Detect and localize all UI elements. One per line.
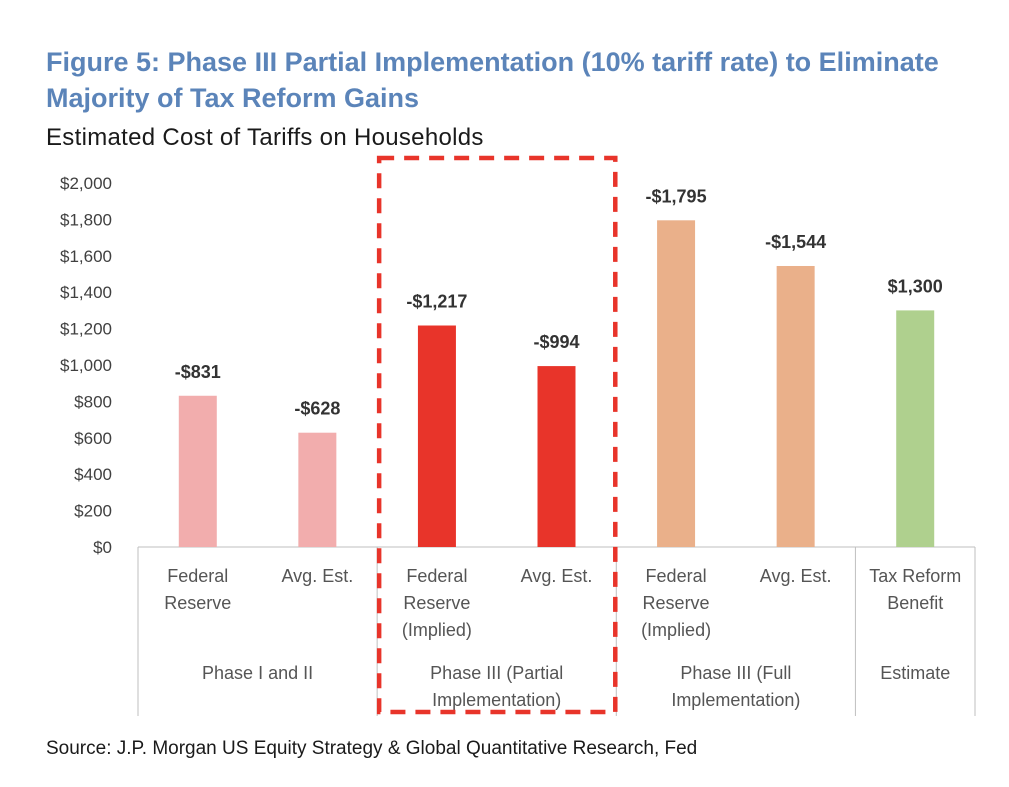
category-label: Benefit	[887, 593, 943, 613]
bar	[537, 366, 576, 547]
y-tick-label: $0	[93, 538, 112, 557]
category-label: Reserve	[403, 593, 470, 613]
category-label: (Implied)	[641, 620, 711, 640]
group-label: Estimate	[880, 663, 950, 683]
bar	[776, 265, 815, 547]
chart-title: Figure 5: Phase III Partial Implementati…	[46, 47, 939, 113]
y-tick-label: $1,200	[60, 320, 112, 339]
category-label: Reserve	[164, 593, 231, 613]
group-label: Implementation)	[432, 690, 561, 710]
category-label: (Implied)	[402, 620, 472, 640]
data-label: -$994	[533, 332, 579, 352]
data-label: -$1,217	[406, 292, 467, 312]
y-tick-label: $400	[74, 465, 112, 484]
group-label: Phase I and II	[202, 663, 313, 683]
group-label: Implementation)	[671, 690, 800, 710]
group-label: Phase III (Partial	[430, 663, 563, 683]
data-label: $1,300	[888, 276, 943, 296]
bar	[896, 310, 935, 547]
category-label: Reserve	[643, 593, 710, 613]
bar	[657, 220, 696, 547]
source-note: Source: J.P. Morgan US Equity Strategy &…	[46, 738, 698, 759]
category-label: Federal	[646, 566, 707, 586]
chart-subtitle: Estimated Cost of Tariffs on Households	[46, 124, 484, 151]
highlight-box	[376, 155, 618, 715]
data-label: -$831	[175, 362, 221, 382]
category-label: Avg. Est.	[760, 566, 832, 586]
bar	[417, 325, 456, 547]
category-label: Avg. Est.	[282, 566, 354, 586]
y-tick-label: $1,400	[60, 283, 112, 302]
category-label: Federal	[167, 566, 228, 586]
y-tick-label: $200	[74, 502, 112, 521]
category-label: Avg. Est.	[521, 566, 593, 586]
bar	[178, 395, 217, 547]
y-tick-label: $1,800	[60, 210, 112, 229]
y-tick-label: $800	[74, 392, 112, 411]
data-label: -$628	[294, 399, 340, 419]
category-label: Federal	[406, 566, 467, 586]
y-tick-label: $600	[74, 429, 112, 448]
data-label: -$1,795	[646, 186, 707, 206]
category-label: Tax Reform	[869, 566, 961, 586]
bar	[298, 432, 337, 547]
group-label: Phase III (Full	[680, 663, 791, 683]
data-label: -$1,544	[765, 232, 826, 252]
y-tick-label: $1,600	[60, 247, 112, 266]
y-tick-label: $1,000	[60, 356, 112, 375]
y-tick-label: $2,000	[60, 174, 112, 193]
